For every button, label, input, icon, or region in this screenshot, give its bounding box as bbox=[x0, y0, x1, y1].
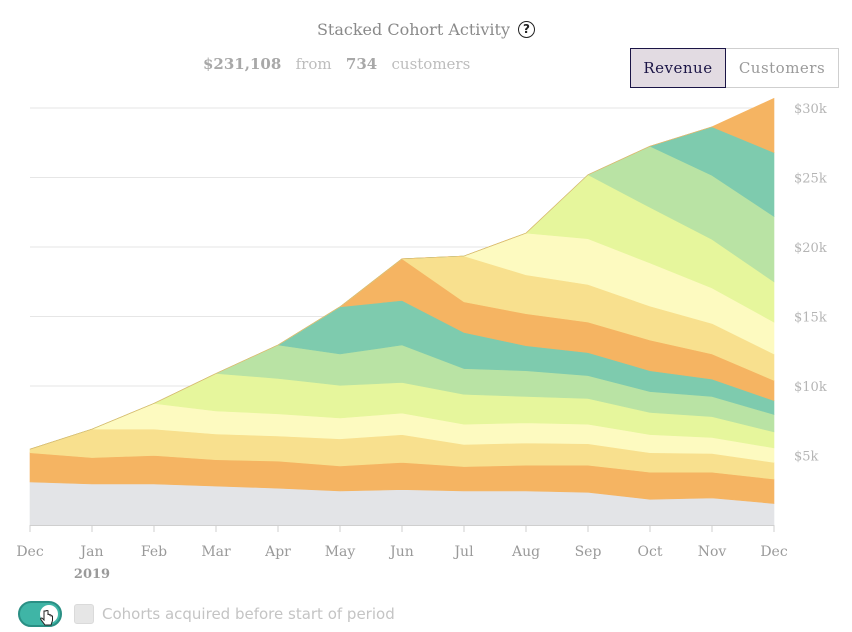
y-tick-label-1: $10k bbox=[794, 380, 827, 395]
revenue-button[interactable]: Revenue bbox=[630, 48, 726, 88]
metric-toggle: Revenue Customers bbox=[630, 48, 839, 88]
chart-title: Stacked Cohort Activity bbox=[316, 19, 511, 39]
x-tick-label-12: Dec bbox=[760, 544, 788, 560]
summary-total: $231,108 bbox=[203, 55, 282, 73]
x-tick-label-6: Jun bbox=[388, 544, 414, 560]
cohorts-checkbox[interactable] bbox=[74, 604, 94, 624]
summary-customers: customers bbox=[391, 55, 471, 73]
footer: Cohorts acquired before start of period bbox=[18, 600, 395, 628]
x-year-label-1: 2019 bbox=[74, 567, 110, 582]
stacked-area-chart: Dec Jan 2019 Feb Mar Apr May Jun Jul Aug Sep Oct Nov… bbox=[16, 97, 827, 582]
x-tick-label-5: May bbox=[325, 544, 356, 560]
x-tick-label-9: Sep bbox=[575, 544, 602, 560]
x-tick-label-0: Dec bbox=[16, 544, 44, 560]
x-tick-label-10: Oct bbox=[638, 544, 663, 560]
x-tick-label-2: Feb bbox=[141, 544, 167, 560]
x-tick-label-3: Mar bbox=[201, 544, 231, 560]
x-tick-label-11: Nov bbox=[698, 544, 727, 560]
cohorts-checkbox-label: Cohorts acquired before start of period bbox=[102, 605, 395, 623]
x-tick-label-7: Jul bbox=[452, 544, 474, 560]
x-tick-label-1: Jan bbox=[79, 544, 104, 560]
summary: $231,108 from 734 customers bbox=[203, 55, 470, 73]
y-tick-label-2: $15k bbox=[794, 311, 827, 326]
y-tick-label-0: $5k bbox=[794, 450, 819, 465]
chart-title-row: Stacked Cohort Activity ? bbox=[0, 17, 852, 41]
y-tick-label-4: $25k bbox=[794, 172, 827, 187]
x-tick-label-4: Apr bbox=[264, 544, 291, 560]
help-icon[interactable]: ? bbox=[518, 20, 536, 38]
customers-button[interactable]: Customers bbox=[726, 48, 839, 88]
y-tick-label-3: $20k bbox=[794, 241, 827, 256]
hand-cursor-icon bbox=[40, 610, 53, 626]
summary-count: 734 bbox=[345, 55, 378, 73]
summary-from: from bbox=[295, 55, 332, 73]
cohort-area-13 bbox=[29, 97, 775, 450]
y-tick-label-5: $30k bbox=[794, 102, 827, 117]
x-tick-label-8: Aug bbox=[511, 544, 540, 560]
